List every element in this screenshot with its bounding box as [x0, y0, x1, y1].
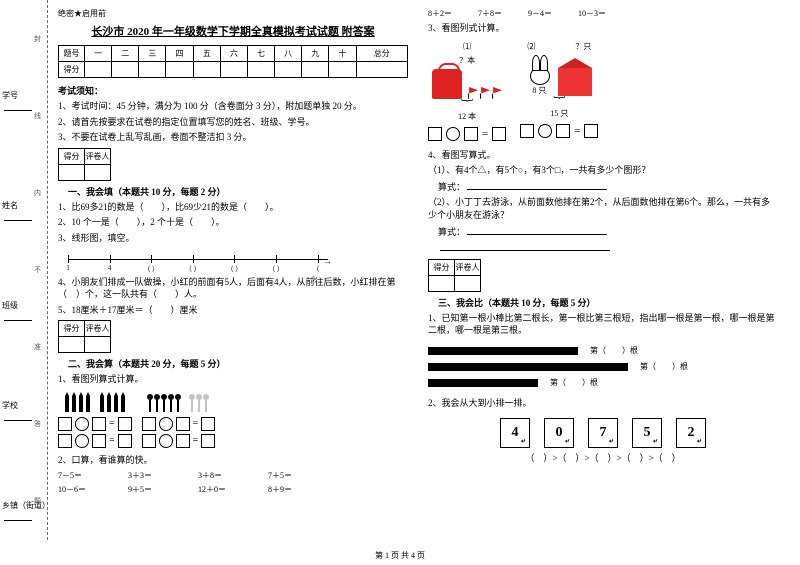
- notice-1: 1、考试时间：45 分钟，满分为 100 分（含卷面分 3 分），附加题单独 2…: [58, 100, 408, 113]
- binding-side-chars: 封 线 内 不 准 答 题: [34, 0, 41, 540]
- section2-title: 二、我会算（本题共 20 分，每题 5 分）: [68, 357, 408, 370]
- bunny-icon: [526, 55, 552, 85]
- suan-2: 算式：: [438, 225, 778, 239]
- right-q4a: （1）、有4个△，有5个○，有3个□，一共有多少个图形？: [428, 164, 778, 177]
- left-column: 绝密★启用前 长沙市 2020 年一年级数学下学期全真模拟考试试题 附答案 题号…: [48, 0, 418, 540]
- house-icon: [558, 68, 592, 96]
- s2-q1: 1、看图列算式计算。: [58, 373, 408, 386]
- number-cards: 4↵ 0↵ 7↵ 5↵ 2↵: [428, 418, 778, 448]
- panel-2: ⑵？只 8 只 ︸ 15 只 =: [520, 41, 598, 141]
- s1-q5: 5、18厘米＋17厘米＝（ ）厘米: [58, 304, 408, 317]
- s1-q1: 1、比69多21的数是（ ），比69少21的数是（ ）。: [58, 201, 408, 214]
- bag-icon: [432, 69, 462, 99]
- grade-box-2: 得分评卷人: [58, 320, 111, 353]
- top-calc-row: 8＋2＝7＋8＝9－4＝10－3＝: [428, 8, 778, 19]
- binding-margin: 乡镇（街道） 学校 班级 姓名 学号 封 线 内 不 准 答 题: [0, 0, 48, 540]
- bars-figure: 第（ ）根 第（ ）根 第（ ）根: [428, 343, 778, 391]
- page-footer: 第 1 页 共 4 页: [0, 550, 800, 561]
- notice-head: 考试须知：: [58, 84, 408, 97]
- right-q4: 4、看图写算式。: [428, 149, 778, 162]
- right-q4b: （2）、小丁丁去游泳，从前面数他排在第2个，从后面数他排在第6个。那么，一共有多…: [428, 196, 778, 221]
- s1-q2: 2、10 个一是（ ），2 个十是（ ）。: [58, 216, 408, 229]
- s2-q2: 2、口算，看谁算的快。: [58, 454, 408, 467]
- number-line: → 1 4 （ ） （ ） （ ） （ ） （ ）: [68, 249, 328, 273]
- compare-blanks: （ ）>（ ）>（ ）>（ ）>（ ）: [428, 452, 778, 465]
- confidential-label: 绝密★启用前: [58, 8, 408, 19]
- notice-2: 2、请首先按要求在试卷的指定位置填写您的姓名、班级、学号。: [58, 116, 408, 129]
- s3-q1: 1、已知第一根小棒比第二根长，第一根比第三根短，指出哪一根是第一根，哪一根是第二…: [428, 312, 778, 337]
- grade-box-3: 得分评卷人: [428, 259, 481, 292]
- flags-icon: [468, 87, 502, 99]
- pen-figure: = = = =: [58, 392, 408, 448]
- s1-q4: 4、小朋友们排成一队做操，小红的前面有5人，后面有4人，从前往后数，小红排在第（…: [58, 276, 408, 301]
- right-q3: 3、看图列式计算。: [428, 22, 778, 35]
- exam-title: 长沙市 2020 年一年级数学下学期全真模拟考试试题 附答案: [58, 23, 408, 39]
- calc-grid: 7－5＝3＋3＝3＋8＝7＋5＝ 10－6＝9＋5＝12＋0＝8＋9＝: [58, 470, 408, 495]
- picture-problems: ⑴ ？本 ︸ 12 本 = ⑵？只 8 只: [428, 41, 778, 141]
- s3-q2: 2、我会从大到小排一排。: [428, 397, 778, 410]
- grade-box-1: 得分评卷人: [58, 148, 111, 181]
- notice-3: 3、不要在试卷上乱写乱画，卷面不整洁扣 3 分。: [58, 131, 408, 144]
- score-table: 题号一二 三四五 六七八 九十总分 得分: [58, 45, 408, 78]
- s1-q3: 3、线形图，填空。: [58, 232, 408, 245]
- pen-icon: [64, 392, 70, 414]
- section1-title: 一、我会填（本题共 10 分，每题 2 分）: [68, 185, 408, 198]
- right-column: 8＋2＝7＋8＝9－4＝10－3＝ 3、看图列式计算。 ⑴ ？本 ︸ 12 本 …: [418, 0, 788, 540]
- suan-1: 算式：: [438, 180, 778, 194]
- section3-title: 三、我会比（本题共 10 分，每题 5 分）: [438, 296, 778, 309]
- blank-line: [438, 241, 778, 255]
- panel-1: ⑴ ？本 ︸ 12 本 =: [428, 41, 506, 141]
